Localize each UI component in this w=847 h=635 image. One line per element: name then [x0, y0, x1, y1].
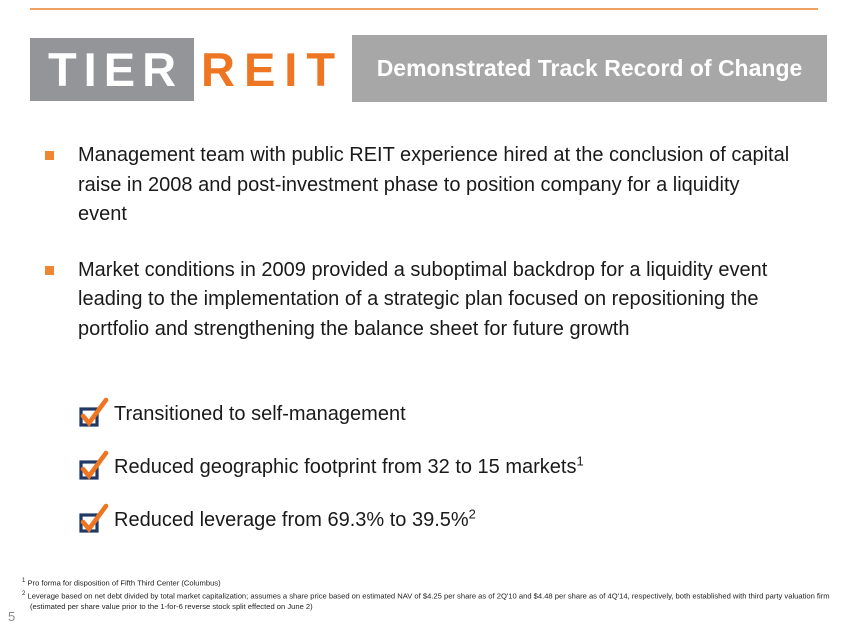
footnote-text: Pro forma for disposition of Fifth Third… [27, 578, 221, 588]
achievement-superscript: 1 [576, 453, 584, 469]
checked-checkbox-icon [79, 397, 109, 427]
footnote-marker: 1 [22, 578, 26, 584]
checked-checkbox-icon [79, 450, 109, 480]
logo-tier-text: TIER [47, 43, 184, 96]
achievement-item: Reduced geographic footprint from 32 to … [78, 450, 584, 481]
bullet-list: Management team with public REIT experie… [45, 141, 793, 370]
achievement-list: Transitioned to self-management Reduced … [78, 397, 584, 556]
achievement-superscript: 2 [468, 506, 476, 522]
achievement-text: Reduced geographic footprint from 32 to … [114, 456, 577, 478]
bullet-text: Management team with public REIT experie… [78, 144, 790, 225]
achievement-text: Reduced leverage from 69.3% to 39.5% [114, 509, 469, 531]
top-accent-rule [30, 8, 818, 10]
slide-title: Demonstrated Track Record of Change [376, 55, 803, 81]
bullet-item: Management team with public REIT experie… [45, 141, 793, 230]
checked-checkbox-icon [79, 503, 109, 533]
logo-reit-text: REIT [201, 43, 345, 96]
achievement-text: Transitioned to self-management [114, 403, 406, 425]
footnote: 1 Pro forma for disposition of Fifth Thi… [22, 576, 834, 589]
achievement-item: Transitioned to self-management [78, 397, 584, 428]
footnote-marker: 2 [22, 590, 26, 597]
achievement-label: Transitioned to self-management [114, 397, 406, 426]
footnote: 2 Leverage based on net debt divided by … [22, 589, 834, 613]
footnote-text: Leverage based on net debt divided by to… [27, 591, 830, 612]
footnote-block: 1 Pro forma for disposition of Fifth Thi… [22, 576, 834, 612]
achievement-label: Reduced leverage from 69.3% to 39.5%2 [114, 503, 476, 532]
bullet-text: Market conditions in 2009 provided a sub… [78, 258, 768, 340]
slide-title-bar: Demonstrated Track Record of Change [352, 35, 827, 102]
bullet-item: Market conditions in 2009 provided a sub… [45, 256, 793, 345]
page-number: 5 [8, 609, 16, 624]
achievement-label: Reduced geographic footprint from 32 to … [114, 450, 584, 479]
achievement-item: Reduced leverage from 69.3% to 39.5%2 [78, 503, 584, 534]
tier-logo-box: TIER [30, 38, 194, 101]
bullet-square-icon [45, 151, 54, 160]
bullet-square-icon [45, 265, 54, 275]
